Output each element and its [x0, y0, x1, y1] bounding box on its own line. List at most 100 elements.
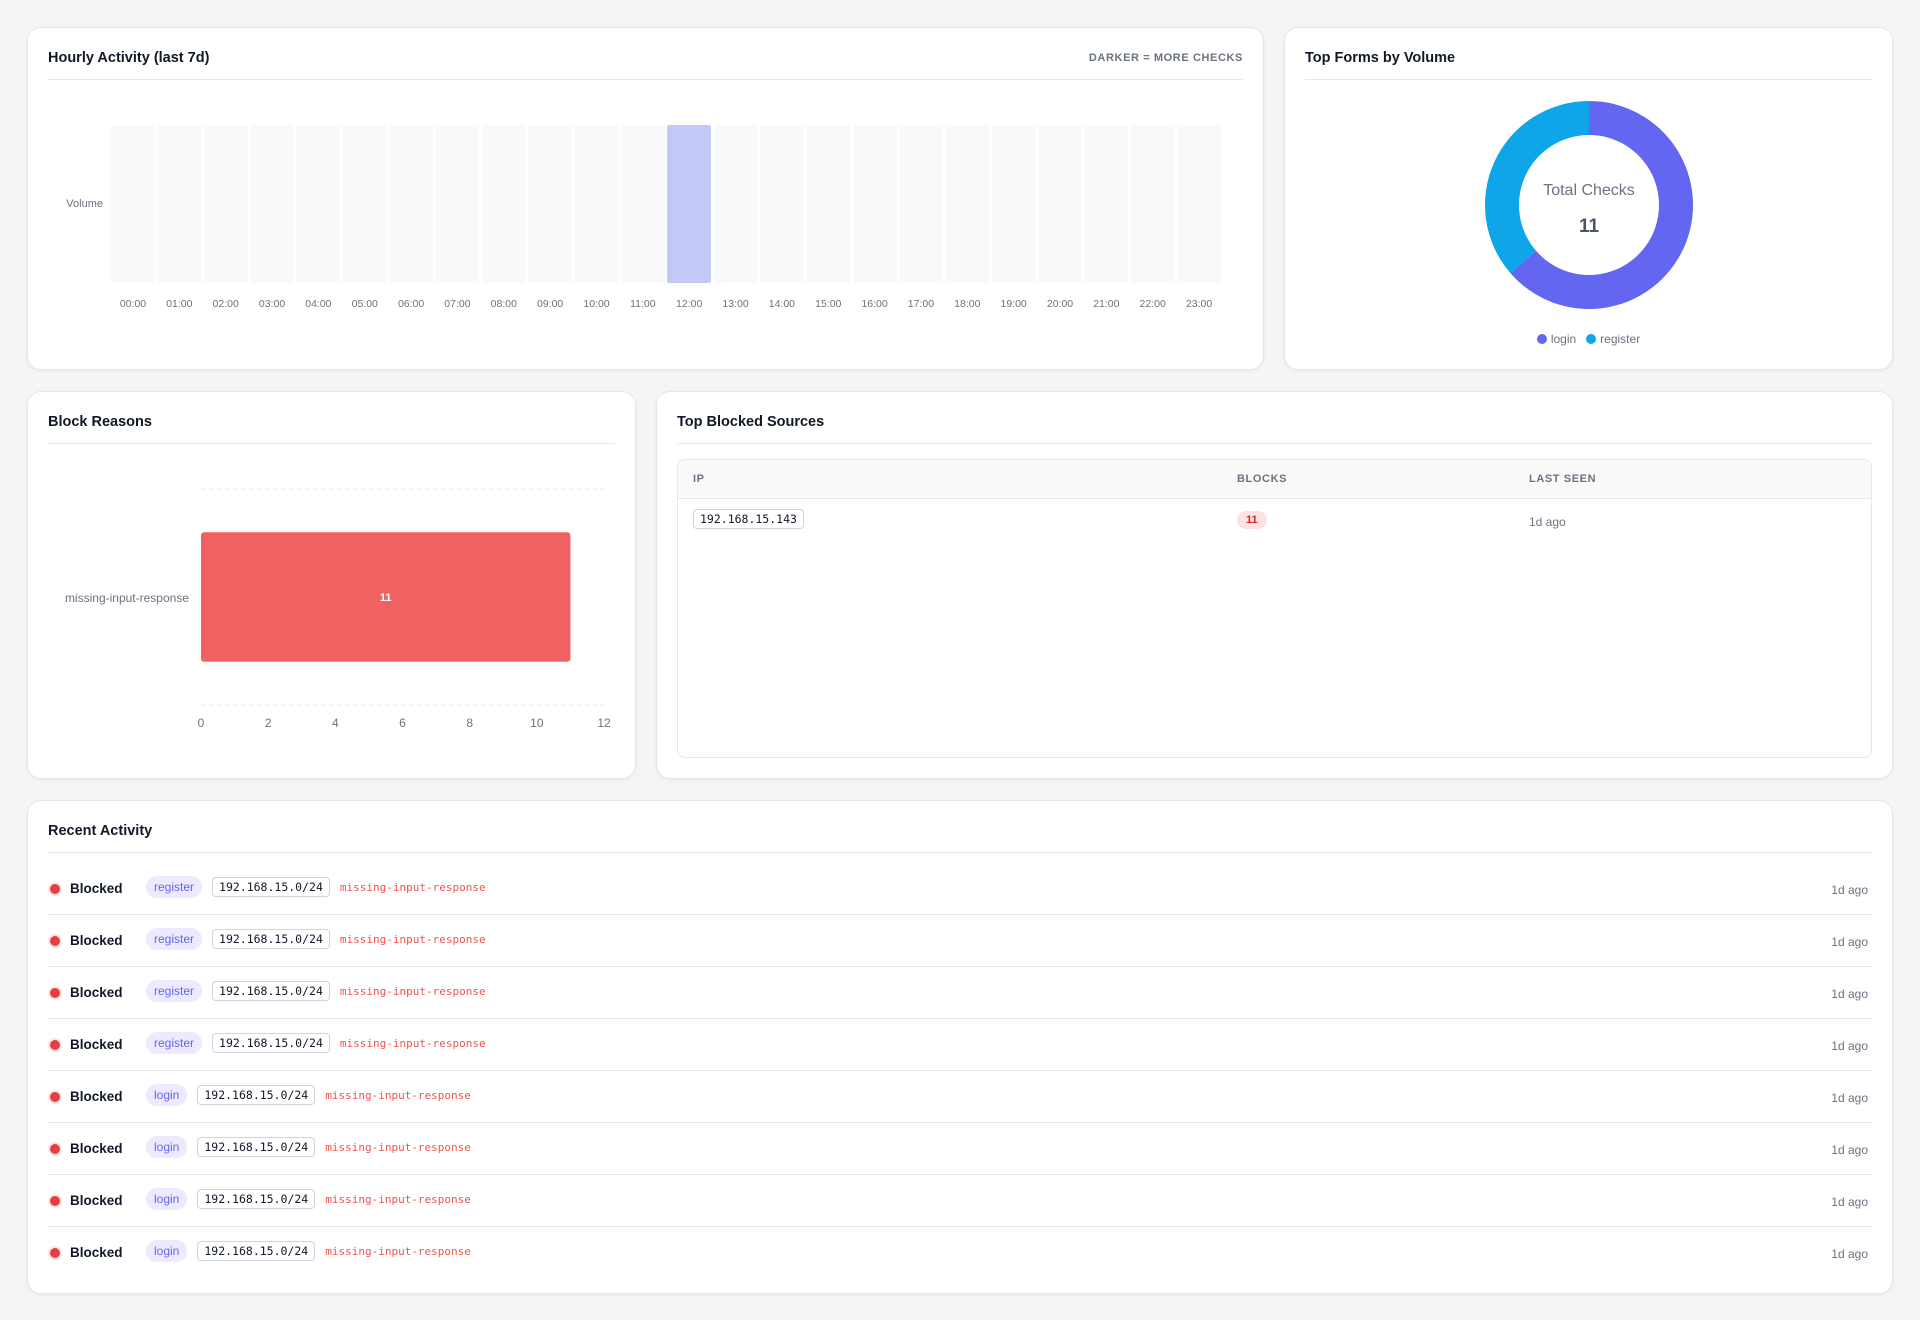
heatmap-cell[interactable] — [1038, 125, 1082, 283]
legend-item-register[interactable]: register — [1586, 332, 1640, 346]
form-tag[interactable]: register — [146, 876, 203, 898]
activity-row[interactable]: Blocked register 192.168.15.0/24 missing-in… — [48, 967, 1872, 1019]
heatmap-cell[interactable] — [1177, 125, 1222, 283]
activity-row[interactable]: Blocked login 192.168.15.0/24 missing-input… — [48, 1071, 1872, 1123]
donut-center-label: Total Checks — [1543, 182, 1635, 199]
activity-details: register 192.168.15.0/24 missing-input-res… — [146, 980, 486, 1002]
x-tick-label: 10 — [530, 716, 544, 730]
heatmap-cell[interactable] — [1130, 125, 1175, 283]
blocked-status-icon — [50, 884, 60, 894]
hourly-activity-title: Hourly Activity (last 7d) — [48, 50, 210, 66]
form-tag[interactable]: login — [146, 1084, 188, 1106]
table-row[interactable]: 192.168.15.143 11 1d ago — [678, 499, 1871, 543]
form-tag[interactable]: register — [146, 980, 203, 1002]
form-tag[interactable]: login — [146, 1188, 188, 1210]
ip-range: 192.168.15.0/24 — [197, 1137, 316, 1157]
recent-activity-card: Recent Activity Blocked register 192.168.1… — [27, 800, 1893, 1294]
heatmap-cell[interactable] — [296, 125, 341, 283]
form-tag[interactable]: register — [146, 928, 203, 950]
form-tag[interactable]: register — [146, 1032, 203, 1054]
donut-slice-login[interactable] — [1510, 101, 1693, 309]
block-reason: missing-input-response — [339, 1036, 486, 1050]
heatmap-cell[interactable] — [435, 125, 480, 283]
block-reasons-card: Block Reasons 11 missing-input-response 0 2… — [27, 391, 636, 779]
heatmap-cell[interactable] — [528, 125, 573, 283]
heatmap-hour-tick: 05:00 — [351, 298, 378, 310]
heatmap-cell[interactable] — [111, 125, 155, 283]
heatmap-cell[interactable] — [157, 125, 202, 283]
heatmap-hour-tick: 13:00 — [722, 298, 749, 310]
heatmap-cell[interactable] — [250, 125, 295, 283]
divider — [48, 79, 1243, 80]
status-label: Blocked — [70, 1037, 123, 1052]
activity-row[interactable]: Blocked register 192.168.15.0/24 missing-in… — [48, 863, 1872, 915]
heatmap-hour-tick: 00:00 — [119, 298, 147, 310]
donut-center-value: 11 — [1579, 216, 1600, 237]
hourly-activity-card: Hourly Activity (last 7d) DARKER = MORE … — [27, 27, 1264, 370]
block-reason: missing-input-response — [339, 880, 486, 894]
heatmap-hour-tick: 06:00 — [397, 298, 425, 310]
block-reason: missing-input-response — [325, 1140, 471, 1154]
form-tag[interactable]: login — [146, 1136, 188, 1158]
heatmap-cell[interactable] — [945, 125, 990, 283]
divider — [48, 852, 1872, 853]
legend-label: login — [1550, 332, 1577, 346]
heatmap-hour-tick: 21:00 — [1093, 298, 1120, 310]
activity-row[interactable]: Blocked register 192.168.15.0/24 missing-in… — [48, 915, 1872, 967]
timestamp: 1d ago — [1831, 1195, 1868, 1209]
divider — [1305, 79, 1872, 80]
heatmap-hour-tick: 16:00 — [861, 298, 888, 310]
x-tick-label: 6 — [399, 716, 406, 730]
heatmap-hour-tick: 22:00 — [1139, 298, 1166, 310]
heatmap-hour-tick: 23:00 — [1185, 298, 1213, 310]
blocked-status-icon — [50, 988, 60, 998]
donut-slice-register[interactable] — [1485, 101, 1589, 274]
top-blocked-sources-title: Top Blocked Sources — [677, 414, 825, 430]
heatmap-cell[interactable] — [713, 125, 758, 283]
heatmap-cell[interactable] — [574, 125, 619, 283]
legend-swatch — [1586, 334, 1597, 344]
x-tick-label: 2 — [265, 716, 272, 730]
x-tick-label: 0 — [198, 716, 205, 730]
activity-row[interactable]: Blocked register 192.168.15.0/24 missing-in… — [48, 1019, 1872, 1071]
forms-donut-chart: Total Checks 11 — [1485, 101, 1693, 309]
heatmap-cell[interactable] — [759, 125, 804, 283]
heatmap-cell[interactable] — [389, 125, 434, 283]
heatmap-hour-tick: 01:00 — [166, 298, 193, 310]
heatmap-cell[interactable] — [852, 125, 897, 283]
activity-row[interactable]: Blocked login 192.168.15.0/24 missing-input… — [48, 1175, 1872, 1227]
blocked-status-icon — [50, 1248, 60, 1258]
divider — [48, 443, 615, 444]
activity-row[interactable]: Blocked login 192.168.15.0/24 missing-input… — [48, 1123, 1872, 1175]
heatmap-cell[interactable] — [806, 125, 851, 283]
x-tick-label: 8 — [466, 716, 473, 730]
heatmap-cell[interactable] — [667, 125, 712, 283]
form-tag[interactable]: login — [146, 1240, 188, 1262]
column-header-last-seen: LAST SEEN — [1529, 473, 1597, 485]
heatmap-cell[interactable] — [1084, 125, 1129, 283]
bar-value-label: 11 — [380, 592, 392, 604]
column-header-ip: IP — [693, 473, 705, 485]
activity-details: login 192.168.15.0/24 missing-input-respon… — [146, 1240, 471, 1262]
ip-range: 192.168.15.0/24 — [212, 1033, 330, 1053]
heatmap-cell[interactable] — [620, 125, 665, 283]
heatmap-cell[interactable] — [203, 125, 248, 283]
ip-range: 192.168.15.0/24 — [197, 1085, 316, 1105]
bar[interactable] — [201, 532, 571, 662]
legend-item-login[interactable]: login — [1536, 332, 1577, 346]
heatmap-cell[interactable] — [991, 125, 1036, 283]
activity-details: register 192.168.15.0/24 missing-input-res… — [146, 1032, 486, 1054]
activity-row[interactable]: Blocked login 192.168.15.0/24 missing-input… — [48, 1227, 1872, 1279]
blocked-status-icon — [50, 1040, 60, 1050]
ip-cell: 192.168.15.143 — [693, 509, 804, 529]
timestamp: 1d ago — [1831, 1091, 1868, 1105]
activity-details: register 192.168.15.0/24 missing-input-res… — [146, 928, 486, 950]
heatmap-cell[interactable] — [898, 125, 943, 283]
heatmap-cell[interactable] — [481, 125, 526, 283]
heatmap-hour-tick: 07:00 — [444, 298, 471, 310]
heatmap-cell[interactable] — [342, 125, 387, 283]
block-reason: missing-input-response — [325, 1192, 471, 1206]
status-label: Blocked — [70, 933, 123, 948]
heatmap-hour-tick: 11:00 — [630, 298, 656, 310]
status-label: Blocked — [70, 881, 123, 896]
